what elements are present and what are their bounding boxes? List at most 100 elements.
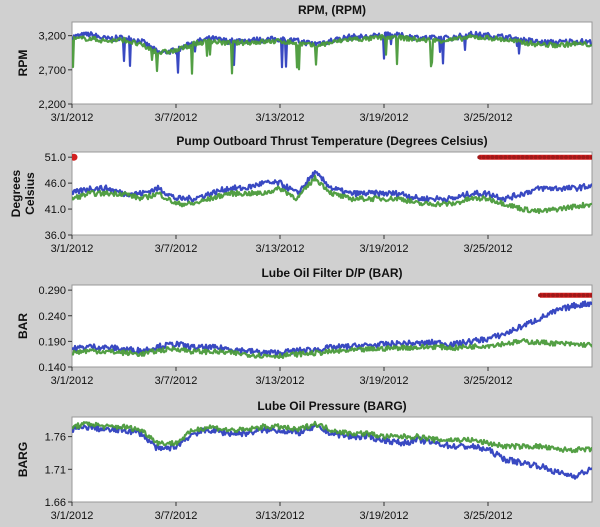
y-tick-label: 0.290: [38, 285, 66, 297]
y-tick-label: 41.0: [45, 204, 66, 216]
y-axis-label: BARG: [16, 442, 30, 477]
y-tick-label: 1.66: [45, 497, 66, 509]
series-point: [512, 155, 516, 160]
x-tick-label: 3/19/2012: [360, 243, 409, 255]
chart-title: Lube Oil Pressure (BARG): [257, 399, 406, 413]
y-tick-label: 36.0: [45, 230, 66, 242]
series-point: [486, 155, 490, 160]
plot-area: [71, 284, 593, 368]
series-point: [581, 293, 586, 298]
y-axis-label: DegreesCelsius: [9, 170, 37, 218]
x-tick-label: 3/13/2012: [256, 112, 305, 124]
series-point: [72, 153, 78, 161]
series-point: [555, 293, 560, 298]
series-point: [559, 293, 564, 298]
series-point: [546, 155, 551, 160]
x-tick-label: 3/25/2012: [464, 375, 513, 387]
series-group: [72, 153, 592, 215]
series-point: [494, 155, 499, 160]
x-tick-label: 3/25/2012: [464, 510, 513, 522]
chart-title: Lube Oil Filter D/P (BAR): [261, 266, 402, 280]
series-point: [585, 293, 590, 298]
series-point: [581, 155, 586, 160]
series-line-green: [72, 174, 592, 215]
series-point: [551, 293, 555, 298]
y-tick-label: 2,700: [38, 65, 66, 77]
x-tick-label: 3/1/2012: [51, 112, 94, 124]
series-line-blue: [72, 300, 592, 357]
x-tick-label: 3/1/2012: [51, 375, 94, 387]
series-point: [590, 293, 592, 298]
chart-title: Pump Outboard Thrust Temperature (Degree…: [176, 134, 487, 148]
series-line-green: [72, 420, 592, 454]
series-point: [568, 155, 573, 160]
x-tick-label: 3/19/2012: [360, 510, 409, 522]
series-point: [577, 293, 581, 298]
x-tick-label: 3/19/2012: [360, 112, 409, 124]
x-tick-label: 3/13/2012: [256, 510, 305, 522]
series-point: [564, 155, 568, 160]
series-point: [529, 155, 534, 160]
series-point: [585, 155, 590, 160]
series-point: [559, 155, 564, 160]
x-tick-label: 3/19/2012: [360, 375, 409, 387]
x-tick-label: 3/13/2012: [256, 243, 305, 255]
series-point: [481, 155, 486, 160]
y-tick-label: 2,200: [38, 99, 66, 111]
y-axis-label: RPM: [16, 50, 30, 77]
series-point: [507, 155, 512, 160]
x-tick-label: 3/7/2012: [155, 510, 198, 522]
series-line-green: [72, 338, 592, 359]
series-point: [590, 155, 592, 160]
series-point: [477, 155, 482, 160]
y-axis-label: BAR: [16, 313, 30, 339]
x-tick-label: 3/25/2012: [464, 243, 513, 255]
x-tick-label: 3/1/2012: [51, 243, 94, 255]
y-tick-label: 1.76: [45, 432, 66, 444]
series-group: [72, 30, 592, 75]
y-tick-label: 1.71: [45, 464, 66, 476]
series-point: [499, 155, 503, 160]
chart-panel-2: Pump Outboard Thrust Temperature (Degree…: [9, 134, 593, 255]
x-tick-label: 3/1/2012: [51, 510, 94, 522]
series-line-green: [72, 33, 592, 75]
series-point: [542, 155, 547, 160]
series-point: [525, 155, 529, 160]
y-tick-label: 51.0: [45, 152, 66, 164]
series-point: [538, 155, 542, 160]
series-point: [520, 155, 525, 160]
series-point: [572, 293, 577, 298]
x-tick-label: 3/7/2012: [155, 112, 198, 124]
series-line-blue: [72, 170, 592, 203]
chart-panel-4: Lube Oil Pressure (BARG) 1.76 1.71 1.663/1/…: [16, 399, 593, 522]
y-tick-label: 0.190: [38, 336, 66, 348]
plot-area: [71, 21, 593, 105]
x-tick-label: 3/25/2012: [464, 112, 513, 124]
series-point: [516, 155, 521, 160]
series-group: [72, 292, 592, 359]
x-tick-label: 3/13/2012: [256, 375, 305, 387]
chart-panel-3: Lube Oil Filter D/P (BAR) 0.290 0.240 0.190…: [16, 266, 593, 387]
series-point: [577, 155, 581, 160]
series-point: [490, 155, 495, 160]
series-point: [503, 155, 508, 160]
series-group: [72, 420, 592, 480]
series-point: [546, 293, 551, 298]
y-tick-label: 0.140: [38, 362, 66, 374]
series-point: [533, 155, 538, 160]
x-tick-label: 3/7/2012: [155, 243, 198, 255]
series-point: [542, 293, 547, 298]
series-point: [568, 293, 573, 298]
y-tick-label: 3,200: [38, 31, 66, 43]
series-line-blue: [72, 423, 592, 480]
series-point: [564, 293, 568, 298]
y-tick-label: 46.0: [45, 178, 66, 190]
y-tick-label: 0.240: [38, 311, 66, 323]
chart-title: RPM, (RPM): [298, 3, 366, 17]
series-point: [572, 155, 577, 160]
series-point: [551, 155, 555, 160]
x-tick-label: 3/7/2012: [155, 375, 198, 387]
series-point: [555, 155, 560, 160]
